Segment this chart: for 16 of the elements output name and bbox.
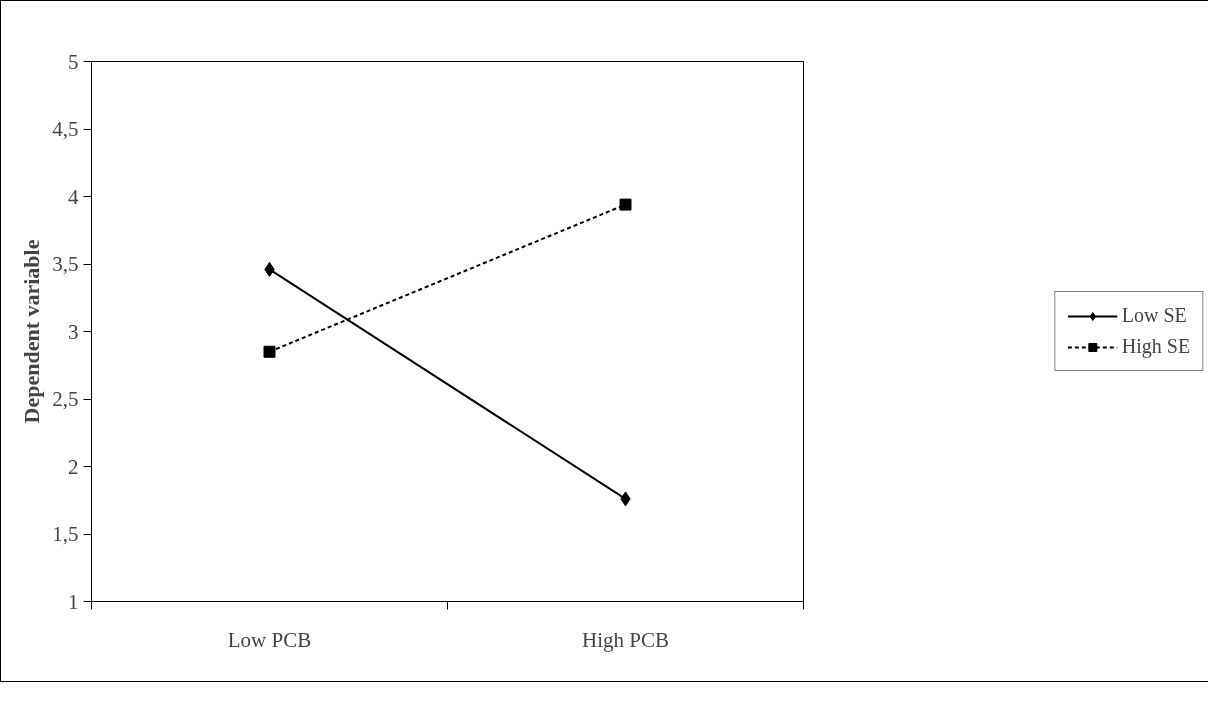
y-tick-label: 1 xyxy=(68,589,79,614)
y-tick-label: 3 xyxy=(68,319,79,344)
y-tick-label: 5 xyxy=(68,49,79,74)
point xyxy=(619,198,632,211)
y-tick-label: 1,5 xyxy=(52,522,79,546)
x-tick-label: Low PCB xyxy=(227,627,312,652)
legend-label: High SE xyxy=(1121,335,1191,358)
y-axis-title: Dependent variable xyxy=(19,239,45,424)
point xyxy=(263,345,276,358)
y-tick-label: 4,5 xyxy=(52,117,79,141)
y-tick-label: 2,5 xyxy=(52,387,79,411)
x-tick-label: High PCB xyxy=(582,627,669,652)
legend-label: Low SE xyxy=(1121,304,1187,327)
y-tick-label: 3,5 xyxy=(52,252,79,276)
y-tick-label: 2 xyxy=(68,454,79,479)
y-tick-label: 4 xyxy=(68,184,79,209)
